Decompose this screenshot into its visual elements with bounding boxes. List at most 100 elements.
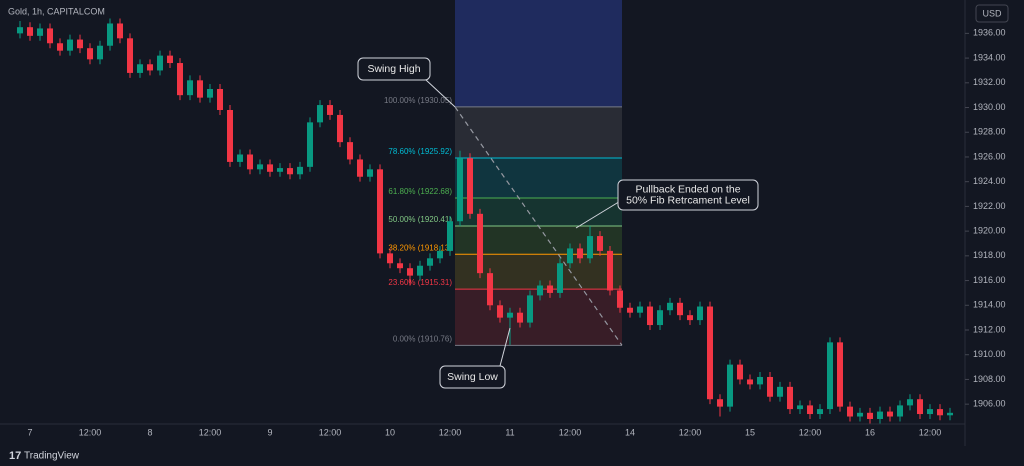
- footer: [0, 446, 1024, 466]
- candle-body: [387, 253, 393, 264]
- candle-body: [877, 411, 883, 419]
- candle-body: [887, 411, 893, 417]
- fib-zone: [455, 289, 622, 346]
- fib-label: 50.00% (1920.41): [388, 215, 452, 224]
- fib-extension-zone: [455, 0, 622, 107]
- currency[interactable]: USD: [982, 8, 1002, 18]
- candle-body: [107, 23, 113, 46]
- candle-body: [267, 164, 273, 172]
- candle-body: [327, 105, 333, 115]
- candle-body: [747, 379, 753, 385]
- candle-body: [437, 250, 443, 259]
- candle-body: [697, 306, 703, 321]
- swing-high-box: [357, 57, 431, 81]
- candle-body: [207, 88, 213, 98]
- x-tick-label: 12:00: [319, 427, 342, 437]
- candle-body: [347, 142, 353, 160]
- candle-body: [507, 312, 513, 318]
- candle-body: [377, 169, 383, 254]
- candle-body: [647, 306, 653, 326]
- candle-body: [187, 80, 193, 96]
- candles: [17, 18, 953, 424]
- candle-body: [117, 23, 123, 39]
- candle-body: [897, 405, 903, 417]
- candle-body: [837, 342, 843, 407]
- pullback-pointer: [575, 199, 623, 229]
- y-tick-label: 1928.00: [973, 127, 1006, 137]
- x-tick-label: 12:00: [559, 427, 582, 437]
- candle-body: [337, 114, 343, 143]
- candle-body: [457, 158, 463, 222]
- candle-body: [57, 43, 63, 51]
- fib-zone: [455, 106, 622, 158]
- brand: TradingView: [24, 451, 80, 462]
- fib-label: 38.20% (1918.13): [388, 243, 452, 252]
- candle-body: [717, 399, 723, 407]
- candle-body: [727, 364, 733, 407]
- candle-body: [447, 221, 453, 251]
- candle-body: [27, 27, 33, 36]
- swing-high-pointer: [425, 79, 456, 108]
- x-tick-label: 10: [385, 427, 395, 437]
- candle-body: [217, 88, 223, 110]
- candle-body: [247, 154, 253, 170]
- fib-zone: [455, 157, 622, 198]
- candle-body: [677, 302, 683, 316]
- candle-body: [37, 28, 43, 36]
- candle-body: [197, 80, 203, 98]
- candle-body: [297, 166, 303, 175]
- logo-icon: 17: [9, 450, 21, 462]
- candle-body: [167, 55, 173, 64]
- candle-body: [487, 273, 493, 306]
- fib-retracement: 100.00% (1930.05) 78.60% (1925.92) 61.80% …: [384, 0, 623, 346]
- candle-body: [757, 376, 763, 385]
- candle-body: [307, 122, 313, 167]
- candle-body: [857, 412, 863, 417]
- fib-label: 78.60% (1925.92): [388, 147, 452, 156]
- candle-body: [737, 364, 743, 380]
- candle-body: [617, 290, 623, 308]
- y-tick-label: 1926.00: [973, 151, 1006, 161]
- x-tick-label: 12:00: [199, 427, 222, 437]
- y-tick-label: 1912.00: [973, 324, 1006, 334]
- candle-body: [417, 265, 423, 276]
- candle-body: [147, 64, 153, 71]
- y-tick-label: 1906.00: [973, 399, 1006, 409]
- y-tick-label: 1922.00: [973, 201, 1006, 211]
- candle-body: [137, 64, 143, 73]
- candle-body: [17, 27, 23, 34]
- y-tick-label: 1908.00: [973, 374, 1006, 384]
- candle-body: [537, 285, 543, 296]
- candle-body: [927, 409, 933, 415]
- swing-low-box: [439, 365, 506, 389]
- candle-body: [527, 295, 533, 323]
- candle-body: [827, 342, 833, 410]
- x-tick-label: 12:00: [919, 427, 942, 437]
- fib-trend-line: [454, 106, 623, 346]
- candle-body: [277, 168, 283, 172]
- candle-body: [87, 48, 93, 60]
- y-tick-label: 1924.00: [973, 176, 1006, 186]
- swing-low-pointer: [499, 327, 511, 367]
- candle-body: [477, 213, 483, 274]
- x-tick-label: 14: [625, 427, 635, 437]
- x-tick-label: 12:00: [439, 427, 462, 437]
- candle-body: [867, 412, 873, 419]
- y-tick-label: 1916.00: [973, 275, 1006, 285]
- candle-body: [77, 39, 83, 49]
- candle-body: [357, 159, 363, 177]
- y-tick-label: 1936.00: [973, 28, 1006, 38]
- swing-high-text: Swing High: [367, 63, 420, 75]
- pullback-text: Pullback Ended on the: [635, 183, 740, 195]
- candle-body: [557, 263, 563, 293]
- candle-body: [587, 236, 593, 259]
- currency-button[interactable]: [975, 4, 1009, 23]
- candle-body: [597, 236, 603, 251]
- axes: 1906.00 1908.00 1910.00 1912.00 1914.00 1916.…: [27, 28, 1005, 438]
- candle-body: [637, 306, 643, 313]
- candle-body: [237, 154, 243, 162]
- x-tick-label: 11: [505, 427, 514, 437]
- y-tick-label: 1920.00: [973, 225, 1006, 235]
- y-tick-label: 1914.00: [973, 300, 1006, 310]
